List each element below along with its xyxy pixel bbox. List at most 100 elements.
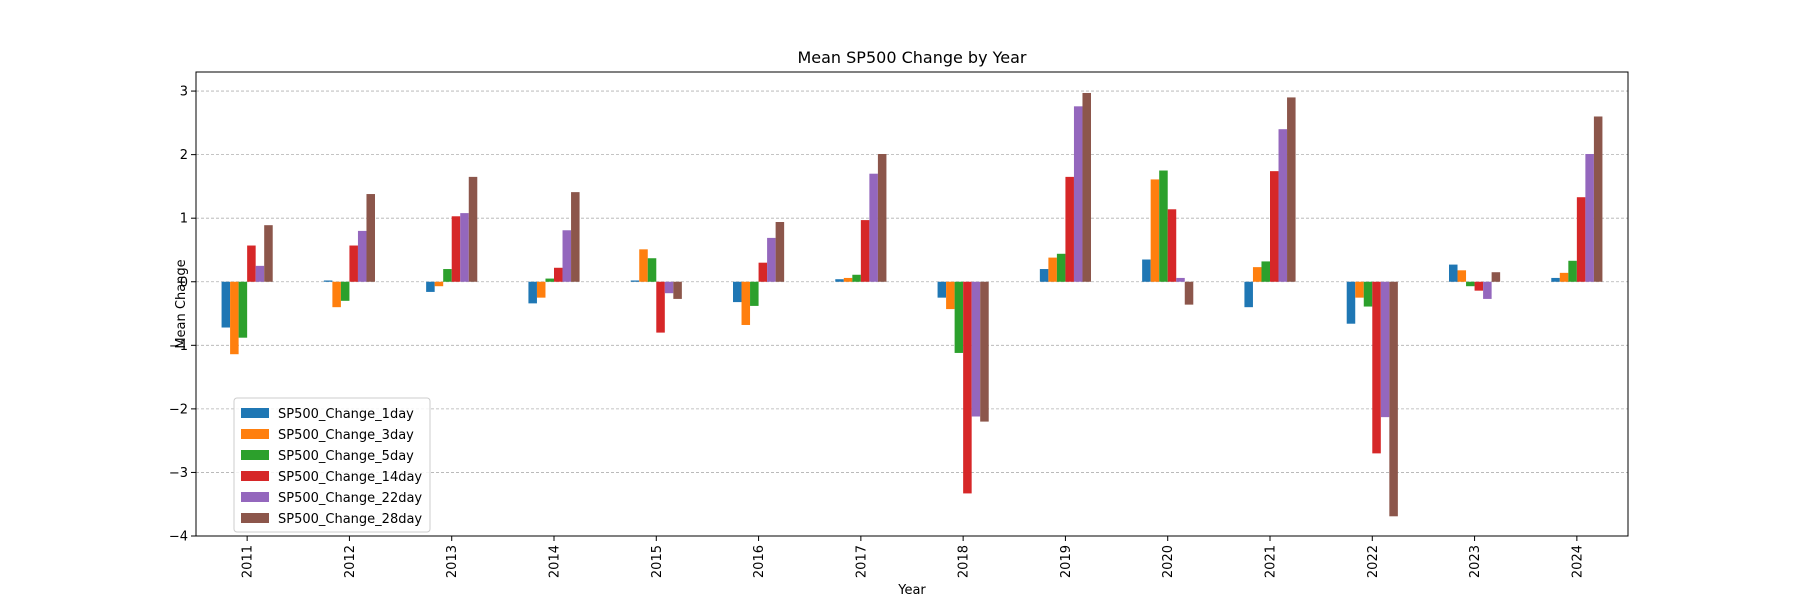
legend-label: SP500_Change_22day bbox=[278, 491, 422, 506]
bar-SP500_Change_28day-2013 bbox=[468, 176, 478, 282]
bar-SP500_Change_28day-2018 bbox=[980, 281, 989, 422]
legend-box bbox=[233, 397, 431, 533]
bar-SP500_Change_14day-2019 bbox=[1065, 176, 1074, 282]
x-axis-label: Year bbox=[897, 583, 926, 598]
y-tick-label: 1 bbox=[180, 212, 188, 227]
bar-SP500_Change_1day-2016 bbox=[733, 281, 742, 303]
bar-SP500_Change_3day-2024 bbox=[1559, 272, 1569, 282]
bar-SP500_Change_5day-2012 bbox=[340, 281, 350, 301]
y-tick-label: 2 bbox=[180, 148, 188, 163]
bar-SP500_Change_3day-2021 bbox=[1252, 267, 1262, 282]
bar-SP500_Change_14day-2020 bbox=[1167, 209, 1177, 282]
bar-SP500_Change_1day-2019 bbox=[1039, 269, 1049, 282]
bar-SP500_Change_22day-2017 bbox=[869, 173, 878, 282]
bar-SP500_Change_22day-2024 bbox=[1585, 153, 1594, 282]
bar-SP500_Change_5day-2017 bbox=[852, 274, 861, 282]
bar-SP500_Change_14day-2021 bbox=[1270, 171, 1279, 282]
bar-SP500_Change_28day-2020 bbox=[1184, 281, 1194, 305]
plot-frame bbox=[195, 71, 1629, 537]
bar-SP500_Change_3day-2012 bbox=[332, 281, 341, 308]
bar-SP500_Change_22day-2013 bbox=[460, 213, 469, 282]
bar-SP500_Change_5day-2022 bbox=[1363, 281, 1373, 307]
bar-SP500_Change_3day-2017 bbox=[843, 277, 853, 282]
legend-swatch bbox=[241, 492, 269, 502]
bar-SP500_Change_22day-2012 bbox=[357, 230, 367, 282]
bar-SP500_Change_28day-2023 bbox=[1491, 272, 1501, 282]
bar-SP500_Change_28day-2021 bbox=[1287, 97, 1296, 282]
bar-SP500_Change_14day-2013 bbox=[451, 216, 461, 282]
bar-SP500_Change_22day-2019 bbox=[1073, 106, 1083, 282]
bar-SP500_Change_1day-2020 bbox=[1142, 259, 1151, 282]
bar-SP500_Change_1day-2024 bbox=[1551, 277, 1560, 282]
x-tick-label: 2015 bbox=[650, 545, 665, 578]
bar-SP500_Change_1day-2013 bbox=[426, 281, 435, 292]
y-tick-label: −1 bbox=[169, 339, 188, 354]
axes: −4 −3 −2 −1 0 1 2 3 2011 2012 2013 2014 2015 2016 2017… bbox=[169, 71, 1629, 578]
bar-SP500_Change_3day-2014 bbox=[536, 281, 546, 298]
x-tick-label: 2024 bbox=[1570, 545, 1585, 578]
bar-SP500_Change_22day-2016 bbox=[767, 237, 776, 282]
x-tick-label: 2019 bbox=[1059, 545, 1074, 578]
bar-SP500_Change_1day-2017 bbox=[835, 279, 844, 282]
bar-SP500_Change_1day-2011 bbox=[221, 281, 231, 328]
legend-swatch bbox=[241, 471, 269, 481]
bar-SP500_Change_14day-2015 bbox=[656, 281, 665, 333]
bar-SP500_Change_5day-2020 bbox=[1159, 170, 1168, 282]
y-axis-label: Mean Change bbox=[174, 259, 189, 348]
y-tick-label: 0 bbox=[180, 275, 188, 290]
bar-SP500_Change_28day-2014 bbox=[571, 192, 580, 282]
bar-SP500_Change_5day-2023 bbox=[1466, 281, 1475, 287]
bar-SP500_Change_5day-2011 bbox=[238, 281, 248, 338]
legend-swatch bbox=[241, 408, 269, 418]
bar-SP500_Change_22day-2023 bbox=[1483, 281, 1492, 299]
bar-SP500_Change_22day-2014 bbox=[562, 230, 572, 282]
bar-SP500_Change_28day-2017 bbox=[877, 153, 887, 282]
bar-SP500_Change_5day-2014 bbox=[545, 278, 554, 282]
bar-SP500_Change_22day-2021 bbox=[1278, 129, 1288, 282]
legend-label: SP500_Change_1day bbox=[278, 407, 414, 422]
bar-SP500_Change_14day-2011 bbox=[247, 245, 256, 282]
bar-SP500_Change_22day-2020 bbox=[1176, 277, 1185, 282]
legend-label: SP500_Change_14day bbox=[278, 470, 422, 485]
bar-SP500_Change_5day-2015 bbox=[647, 258, 657, 282]
bar-SP500_Change_14day-2014 bbox=[554, 267, 563, 282]
bar-SP500_Change_28day-2011 bbox=[264, 225, 273, 282]
bar-SP500_Change_1day-2015 bbox=[630, 280, 640, 282]
bar-SP500_Change_5day-2016 bbox=[750, 281, 759, 306]
x-tick-label: 2018 bbox=[957, 545, 972, 578]
bars bbox=[221, 92, 1603, 517]
bar-SP500_Change_14day-2012 bbox=[349, 245, 358, 282]
bar-SP500_Change_3day-2018 bbox=[946, 281, 955, 310]
legend-swatch bbox=[241, 450, 269, 460]
bar-SP500_Change_5day-2019 bbox=[1056, 253, 1066, 282]
y-tick-label: −4 bbox=[169, 530, 188, 545]
x-tick-label: 2020 bbox=[1161, 545, 1176, 578]
bar-SP500_Change_3day-2011 bbox=[230, 281, 239, 355]
bar-SP500_Change_28day-2016 bbox=[775, 222, 785, 282]
bar-SP500_Change_5day-2024 bbox=[1568, 260, 1577, 282]
bar-SP500_Change_3day-2015 bbox=[639, 249, 648, 282]
bar-SP500_Change_1day-2023 bbox=[1449, 264, 1458, 282]
legend-swatch bbox=[241, 429, 269, 439]
bar-SP500_Change_1day-2021 bbox=[1244, 281, 1253, 308]
y-tick-label: −3 bbox=[169, 466, 188, 481]
bar-SP500_Change_22day-2011 bbox=[255, 265, 265, 282]
bar-SP500_Change_3day-2020 bbox=[1150, 179, 1160, 282]
bar-SP500_Change_1day-2014 bbox=[528, 281, 537, 304]
bar-SP500_Change_28day-2012 bbox=[366, 194, 375, 282]
bar-SP500_Change_28day-2024 bbox=[1593, 116, 1603, 282]
bar-SP500_Change_22day-2022 bbox=[1380, 281, 1390, 418]
bar-SP500_Change_5day-2013 bbox=[443, 269, 452, 282]
x-tick-label: 2021 bbox=[1264, 545, 1279, 578]
legend: SP500_Change_1day SP500_Change_3day SP500_… bbox=[233, 397, 431, 533]
bar-SP500_Change_14day-2017 bbox=[860, 220, 870, 282]
bar-SP500_Change_28day-2015 bbox=[673, 281, 682, 299]
legend-label: SP500_Change_28day bbox=[278, 512, 422, 527]
bar-SP500_Change_5day-2021 bbox=[1261, 261, 1270, 282]
bar-SP500_Change_22day-2015 bbox=[664, 281, 674, 294]
x-tick-label: 2022 bbox=[1366, 545, 1381, 578]
bar-SP500_Change_14day-2023 bbox=[1474, 281, 1484, 291]
y-tick-label: 3 bbox=[180, 85, 188, 100]
